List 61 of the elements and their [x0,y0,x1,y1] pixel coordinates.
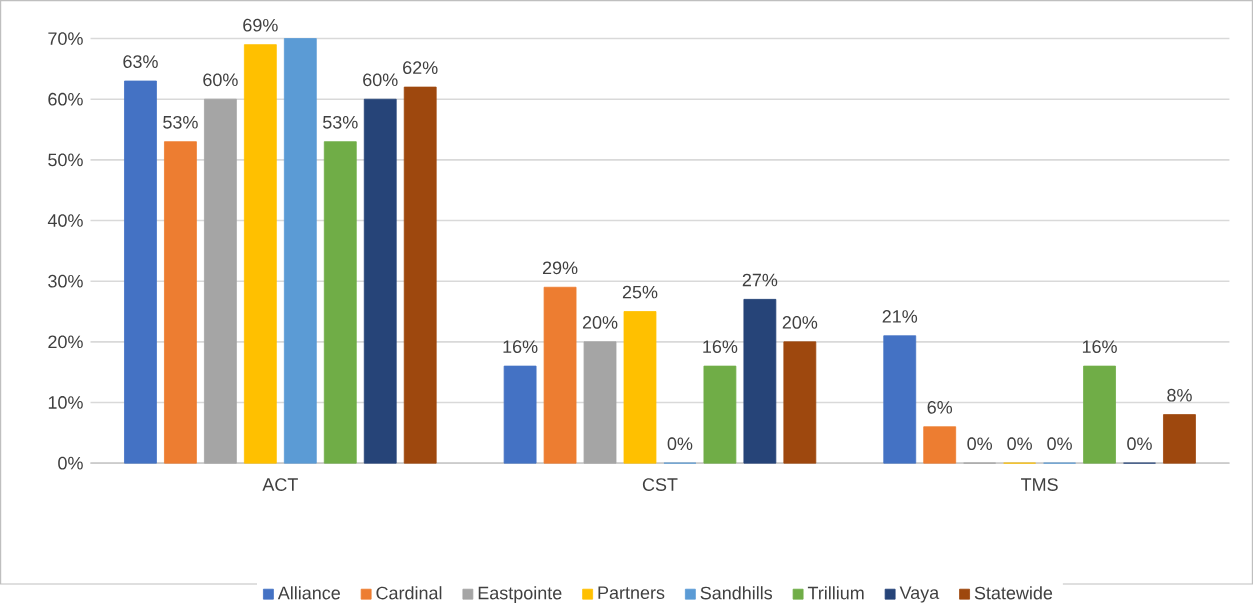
bar [623,311,657,464]
data-label: 16% [703,340,738,353]
bar [1083,365,1116,464]
legend-label: Statewide [974,586,1053,600]
bar [503,365,537,464]
y-tick-label: 10% [48,396,83,409]
y-tick-label: 30% [48,274,83,288]
bar [204,98,237,464]
data-label: 20% [582,315,618,329]
data-label: 0% [1127,437,1152,451]
y-tick-label: 60% [48,92,83,106]
data-label: 29% [542,261,578,275]
y-tick-label: 40% [47,214,83,227]
data-label: 16% [503,340,538,353]
data-label: 0% [1047,437,1072,451]
bar [703,365,737,464]
bar [883,335,917,464]
legend-label: Cardinal [376,586,442,600]
bar [403,86,437,464]
legend-label: Sandhills [700,586,773,600]
legend-label: Alliance [277,586,340,600]
bar [124,80,157,464]
bar [923,426,957,464]
bar [363,98,397,464]
data-label: 21% [882,309,918,323]
data-label: 0% [1007,437,1032,451]
bar [583,341,617,464]
data-label: 25% [622,285,658,299]
bar [164,141,197,464]
y-tick-label: 70% [48,32,83,45]
y-tick-label: 50% [48,153,83,167]
data-label: 6% [927,400,953,414]
data-label: 8% [1167,388,1192,402]
data-label: 69% [243,18,278,32]
x-tick-label: ACT [262,478,298,491]
y-tick-label: 0% [58,456,83,470]
legend-label: Trillium [807,586,864,600]
bar [783,341,817,464]
data-label: 62% [403,61,438,74]
data-label: 20% [782,315,818,329]
data-label: 63% [123,55,158,68]
data-label: 27% [742,273,778,287]
x-tick-label: TMS [1021,478,1058,491]
bar [543,286,577,464]
bar [243,44,277,464]
bar [323,141,357,464]
x-tick-label: CST [642,478,678,491]
data-label: 60% [203,73,238,87]
legend-label: Eastpointe [478,586,562,603]
data-label: 53% [323,115,358,129]
data-label: 60% [363,73,398,87]
bar [1163,414,1196,464]
bar [743,298,777,464]
legend-label: Vaya [899,586,940,603]
y-tick-label: 20% [48,335,83,349]
data-label: 16% [1082,340,1117,353]
data-label: 0% [967,437,993,451]
data-label: 0% [667,437,693,451]
bar [283,38,317,464]
legend-label: Partners [598,586,665,599]
data-label: 53% [163,115,198,129]
